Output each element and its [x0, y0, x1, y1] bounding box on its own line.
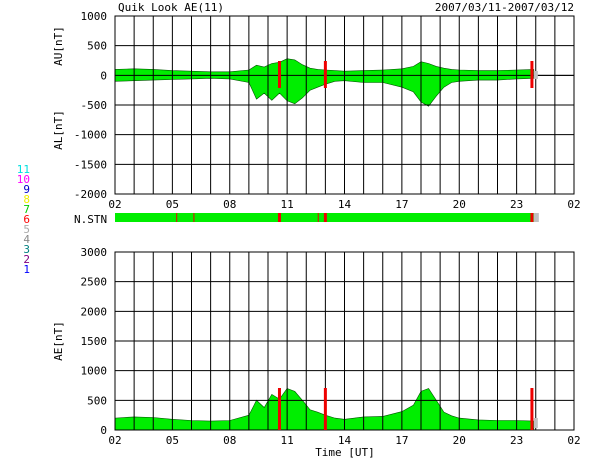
ae-y-tick-label: 0 — [100, 424, 107, 437]
n-station-minor-mark — [193, 213, 195, 222]
n-station-gray-tail — [533, 213, 539, 222]
panel-gap-marker — [277, 61, 281, 88]
ae-x-tick-label: 20 — [453, 434, 466, 447]
ae-x-tick-label: 05 — [166, 434, 179, 447]
n-station-major-mark — [323, 213, 327, 222]
aull-x-tick-label: 20 — [453, 198, 466, 211]
aull-x-tick-label: 23 — [510, 198, 523, 211]
aull-y-tick-label: -500 — [81, 99, 108, 112]
aull-x-tick-label: 11 — [281, 198, 294, 211]
legend-item: 11 — [17, 163, 30, 176]
legend-item: 5 — [23, 223, 30, 236]
ae-x-tick-label: 02 — [108, 434, 121, 447]
aull-x-tick-label: 17 — [395, 198, 408, 211]
al-axis-label: AL[nT] — [52, 110, 65, 150]
aull-y-tick-label: 1000 — [81, 10, 108, 23]
ae-x-tick-label: 11 — [281, 434, 294, 447]
n-station-major-mark — [530, 213, 534, 222]
aull-y-tick-label: 500 — [87, 40, 107, 53]
ae-y-tick-label: 1000 — [81, 365, 108, 378]
n-station-minor-mark — [176, 213, 178, 222]
legend-item: 3 — [23, 243, 30, 256]
aull-x-tick-label: 08 — [223, 198, 236, 211]
au-axis-label: AU[nT] — [52, 26, 65, 66]
ae-y-tick-label: 500 — [87, 394, 107, 407]
ae-x-tick-label: 02 — [567, 434, 580, 447]
ae-y-tick-label: 2500 — [81, 276, 108, 289]
n-station-minor-mark — [317, 213, 319, 222]
chart-title: Quik Look AE(11) — [118, 1, 224, 14]
aull-y-tick-label: -1000 — [74, 129, 107, 142]
aull-y-tick-label: -1500 — [74, 158, 107, 171]
x-axis-label: Time [UT] — [315, 446, 375, 459]
ae-x-tick-label: 14 — [338, 434, 352, 447]
aull-y-tick-label: -2000 — [74, 188, 107, 201]
legend-item: 7 — [23, 203, 30, 216]
date-range: 2007/03/11-2007/03/12 — [435, 1, 574, 14]
panel-gap-marker — [530, 388, 534, 430]
legend-item: 9 — [23, 183, 30, 196]
panel-gap-marker — [530, 61, 534, 88]
ae-frame — [114, 251, 575, 431]
aull-x-tick-label: 02 — [108, 198, 121, 211]
panel-gap-marker — [323, 61, 327, 88]
aull-frame — [114, 15, 575, 195]
aull-x-tick-label: 14 — [338, 198, 352, 211]
legend-item: 6 — [23, 213, 30, 226]
ae-x-tick-label: 23 — [510, 434, 523, 447]
panel-end-marker — [533, 71, 538, 79]
aull-x-tick-label: 05 — [166, 198, 179, 211]
legend-item: 1 — [23, 263, 30, 276]
ae-x-tick-label: 08 — [223, 434, 236, 447]
aull-y-tick-label: 0 — [100, 69, 107, 82]
ae-y-tick-label: 1500 — [81, 335, 108, 348]
n-station-bar — [115, 213, 539, 222]
n-station-label: N.STN — [74, 213, 107, 226]
legend-item: 8 — [23, 193, 30, 206]
n-station-major-mark — [277, 213, 281, 222]
legend-item: 10 — [17, 173, 30, 186]
legend-item: 4 — [23, 233, 30, 246]
panel-end-marker — [533, 418, 538, 428]
ae-axis-label: AE[nT] — [52, 321, 65, 361]
aull-x-tick-label: 02 — [567, 198, 580, 211]
ae-y-tick-label: 3000 — [81, 246, 108, 259]
ae-x-tick-label: 17 — [395, 434, 408, 447]
panel-gap-marker — [323, 388, 327, 430]
panel-gap-marker — [277, 388, 281, 430]
legend-item: 2 — [23, 253, 30, 266]
ae-y-tick-label: 2000 — [81, 305, 108, 318]
